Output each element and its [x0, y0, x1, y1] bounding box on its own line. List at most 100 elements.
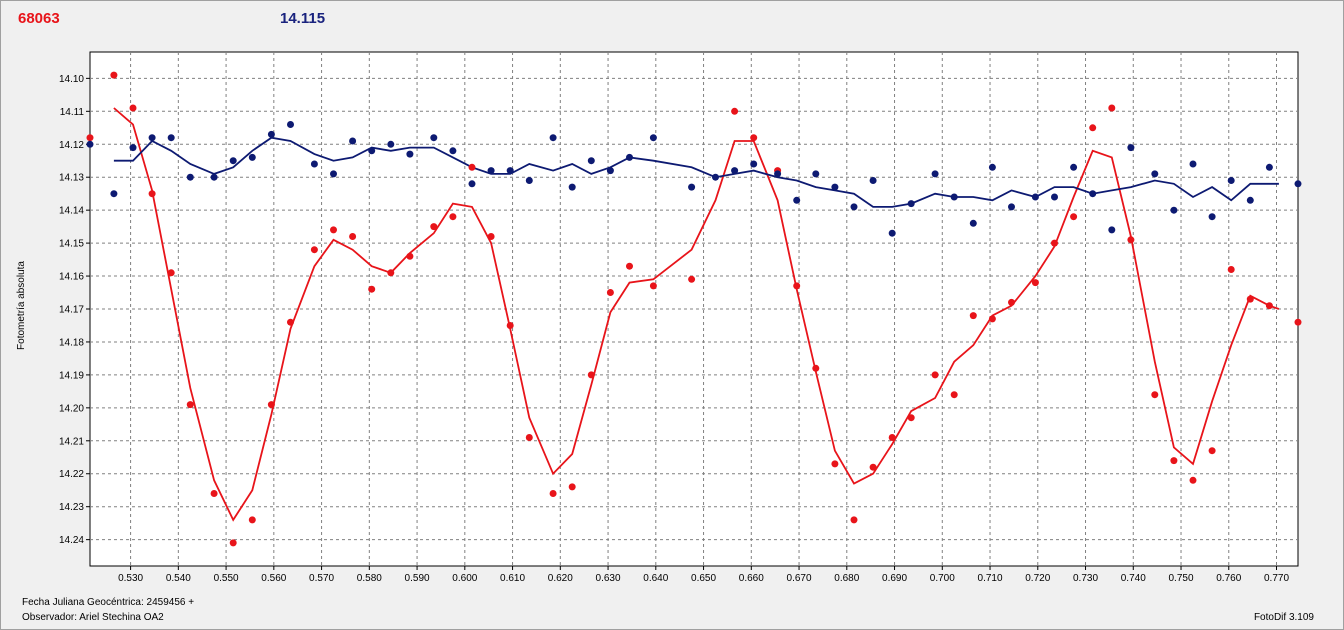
series-1-point	[525, 177, 533, 184]
series-0-point	[487, 233, 495, 240]
x-tick-label: 0.760	[1216, 573, 1241, 584]
series-1-point	[1089, 190, 1097, 198]
series-0-point	[888, 434, 896, 441]
x-tick-label: 0.720	[1025, 573, 1050, 584]
series-1-point	[649, 134, 657, 142]
x-tick-label: 0.650	[691, 573, 716, 584]
y-tick-label: 14.21	[59, 436, 84, 447]
series-1-point	[1108, 226, 1116, 234]
y-tick-label: 14.20	[59, 403, 84, 414]
reference-magnitude-label: 14.115	[280, 10, 326, 27]
x-tick-label: 0.770	[1264, 573, 1289, 584]
y-tick-label: 14.17	[59, 305, 84, 316]
series-0-point	[731, 107, 739, 115]
series-0-point	[1151, 391, 1159, 399]
y-tick-label: 14.24	[59, 535, 84, 546]
series-0-point	[793, 282, 801, 290]
series-0-point	[869, 463, 877, 471]
series-0-point	[907, 414, 915, 422]
series-0-point	[850, 516, 858, 524]
series-1-point	[248, 153, 256, 161]
y-tick-label: 14.13	[59, 173, 84, 184]
series-0-point	[387, 269, 395, 277]
series-1-point	[330, 170, 337, 178]
x-tick-label: 0.550	[214, 573, 239, 584]
series-0-point	[525, 434, 533, 441]
series-1-point	[688, 183, 696, 191]
series-1-point	[750, 160, 758, 168]
series-1-point	[506, 167, 514, 175]
x-tick-label: 0.540	[166, 573, 191, 584]
series-0-point	[1265, 302, 1273, 310]
series-0-point	[430, 223, 438, 231]
x-axis-ticks: 0.530 0.540 0.550 0.560 0.570 0.580 0.590 0.600…	[118, 566, 1289, 584]
series-1-point	[406, 150, 414, 158]
series-0-point	[1189, 476, 1197, 484]
x-tick-label: 0.620	[548, 573, 573, 584]
series-1-point	[430, 134, 438, 142]
series-1-point	[167, 134, 175, 142]
series-1-point	[626, 153, 633, 161]
series-1-point	[210, 173, 218, 181]
series-1-point	[129, 144, 137, 152]
series-0-point	[1089, 124, 1097, 132]
series-1-point	[774, 170, 782, 178]
series-1-point	[287, 121, 294, 128]
series-0-point	[248, 516, 256, 524]
plot-area	[89, 51, 1299, 567]
series-0-point	[1246, 295, 1254, 303]
x-tick-label: 0.640	[643, 573, 668, 584]
series-1-point	[1189, 160, 1197, 168]
series-0-point	[587, 371, 595, 379]
x-tick-label: 0.630	[596, 573, 621, 584]
observer-label: Observador: Ariel Stechina OA2	[22, 612, 164, 623]
series-1-point	[1151, 170, 1159, 178]
series-1-point	[310, 160, 318, 168]
series-1-point	[988, 163, 996, 171]
series-1-point	[86, 140, 94, 148]
series-0-point	[1294, 318, 1302, 326]
series-0-point	[688, 275, 696, 283]
series-0-point	[287, 318, 294, 326]
series-0-point	[812, 364, 820, 372]
series-1-point	[606, 167, 614, 175]
series-0-point	[267, 401, 275, 409]
series-1-point	[148, 134, 156, 142]
series-1-point	[1070, 163, 1078, 171]
series-1-point	[950, 193, 958, 201]
series-1-point	[1294, 180, 1302, 188]
series-1-point	[1208, 213, 1216, 221]
series-1-point	[1265, 163, 1273, 171]
series-0-point	[988, 315, 996, 323]
series-0-point	[649, 282, 657, 290]
x-tick-label: 0.740	[1121, 573, 1146, 584]
series-0-point	[468, 163, 476, 171]
series-1-point	[831, 183, 839, 191]
series-1-point	[229, 157, 237, 165]
y-tick-label: 14.18	[59, 337, 84, 348]
series-1-point	[969, 219, 977, 227]
series-1-point	[812, 170, 820, 178]
series-0-point	[750, 134, 758, 142]
series-0-point	[86, 134, 94, 142]
series-1-point	[549, 134, 557, 142]
series-1-point	[1127, 144, 1135, 152]
series-1-point	[487, 167, 495, 175]
series-0-point	[310, 246, 318, 254]
y-tick-label: 14.23	[59, 502, 84, 513]
series-1-point	[1051, 193, 1058, 201]
series-1-point	[731, 167, 739, 175]
series-1-point	[468, 180, 476, 188]
series-0-point	[1208, 447, 1216, 455]
series-0-point	[1070, 213, 1078, 221]
grid-lines	[90, 52, 1298, 566]
x-tick-label: 0.680	[834, 573, 859, 584]
series-1-point	[1031, 193, 1039, 201]
y-axis-label: Fotometría absoluta	[15, 261, 27, 350]
series-0-point	[568, 483, 576, 491]
series-1-point	[793, 196, 801, 204]
y-tick-label: 14.14	[59, 206, 84, 217]
series-1-point	[869, 177, 877, 184]
series-1-point	[888, 229, 896, 237]
